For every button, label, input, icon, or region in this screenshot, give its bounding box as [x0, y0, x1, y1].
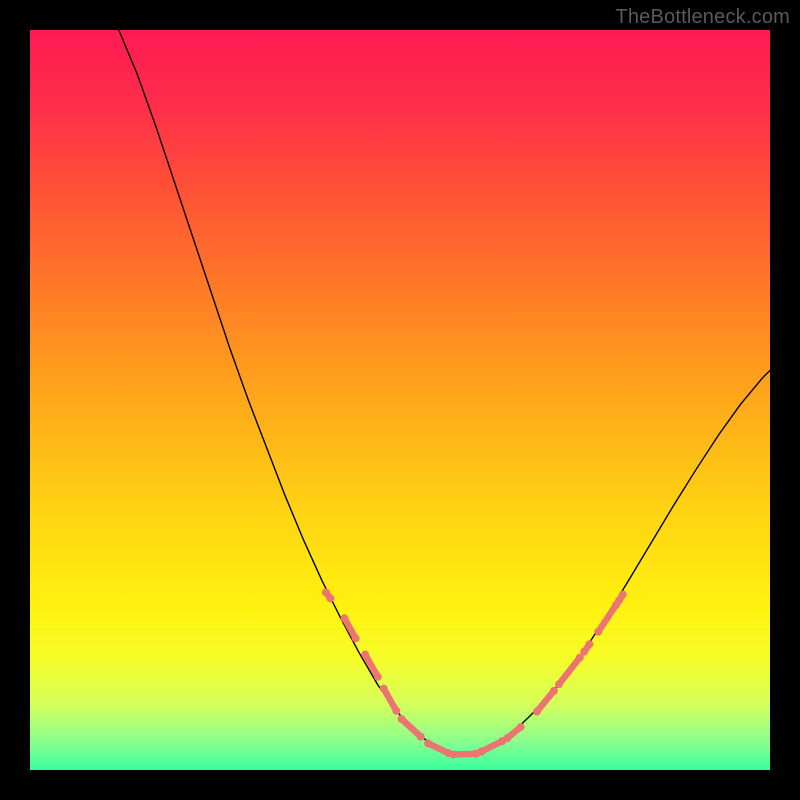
highlight-left-dot	[517, 723, 525, 731]
highlight-left-dot	[424, 739, 432, 747]
highlight-left-dot	[392, 707, 400, 715]
highlight-left-dot	[503, 734, 511, 742]
highlight-left-dot	[380, 685, 388, 693]
highlight-right-dot	[619, 591, 627, 599]
highlight-left-dot	[477, 748, 485, 756]
highlight-left-dot	[417, 733, 425, 741]
highlight-right-dot	[585, 640, 593, 648]
highlight-left-dot	[397, 715, 405, 723]
highlight-left-dot	[326, 594, 334, 602]
highlight-left-dot	[352, 634, 360, 642]
highlight-right-dot	[550, 687, 558, 695]
chart-container: TheBottleneck.com	[0, 0, 800, 800]
highlight-left-dot	[361, 651, 369, 659]
plot-background	[30, 30, 770, 770]
chart-svg	[0, 0, 800, 800]
highlight-right-dot	[533, 708, 541, 716]
highlight-right-dot	[594, 628, 602, 636]
highlight-left-dot	[341, 614, 349, 622]
highlight-right-dot	[555, 680, 563, 688]
highlight-left-dot	[449, 750, 457, 758]
highlight-left-dot	[374, 673, 382, 681]
watermark-label: TheBottleneck.com	[615, 6, 790, 29]
highlight-right-dot	[580, 648, 588, 656]
